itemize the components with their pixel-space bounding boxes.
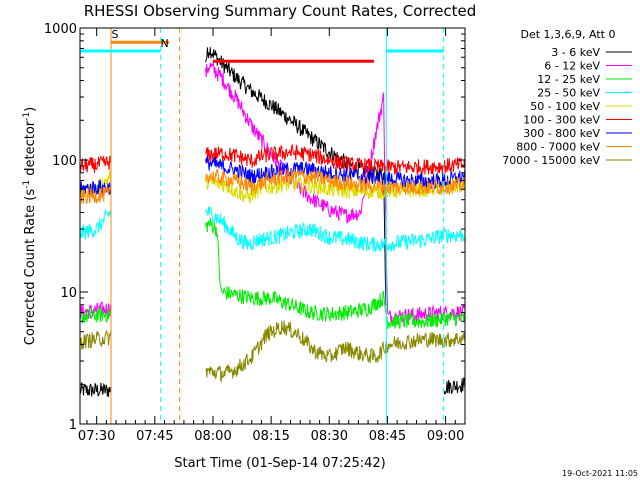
x-tick-label-08:00: 08:00 bbox=[194, 429, 231, 444]
y-axis-label-mid: detector bbox=[23, 120, 38, 180]
legend-label-7000_15000keV: 7000 - 15000 keV bbox=[502, 154, 600, 167]
annotation-label-s: S bbox=[112, 28, 119, 41]
plot-frame bbox=[79, 27, 466, 425]
x-tick-label-07:30: 07:30 bbox=[78, 429, 115, 444]
series-line-7000_15000keV bbox=[79, 320, 466, 383]
x-tick-label-09:00: 09:00 bbox=[427, 429, 464, 444]
y-axis-label-sup2: -1 bbox=[22, 112, 32, 121]
annotation-layer: SN bbox=[80, 28, 445, 424]
legend-label-6_12keV: 6 - 12 keV bbox=[544, 60, 600, 73]
x-tick-label-08:15: 08:15 bbox=[252, 429, 289, 444]
legend-label-12_25keV: 12 - 25 keV bbox=[537, 73, 600, 86]
x-axis-label: Start Time (01-Sep-14 07:25:42) bbox=[174, 456, 385, 471]
y-axis-label-sup1: -1 bbox=[22, 180, 32, 189]
y-tick-label-1: 1 bbox=[69, 418, 77, 433]
data-layer bbox=[79, 47, 466, 397]
y-tick-label-1000: 1000 bbox=[44, 22, 77, 37]
y-axis: 1 10 100 1000 bbox=[44, 22, 465, 433]
legend-label-25_50keV: 25 - 50 keV bbox=[537, 87, 600, 100]
legend-label-800_7000keV: 800 - 7000 keV bbox=[516, 141, 600, 154]
y-axis-label-end: ) bbox=[23, 107, 38, 112]
y-tick-label-10: 10 bbox=[60, 286, 77, 301]
x-tick-label-08:45: 08:45 bbox=[369, 429, 406, 444]
x-axis: 07:30 07:45 08:00 08:15 08:30 08:45 09:00 bbox=[78, 28, 466, 444]
series-line-25_50keV bbox=[79, 206, 466, 253]
timestamp-label: 19-Oct-2021 11:05 bbox=[562, 469, 638, 478]
x-tick-label-07:45: 07:45 bbox=[136, 429, 173, 444]
y-axis-label-main: Corrected Count Rate (s bbox=[23, 189, 38, 346]
y-tick-label-100: 100 bbox=[52, 154, 77, 169]
chart-title: RHESSI Observing Summary Count Rates, Co… bbox=[84, 2, 477, 20]
y-axis-label: Corrected Count Rate (s-1 detector-1) bbox=[22, 107, 38, 345]
legend-label-3_6keV: 3 - 6 keV bbox=[551, 46, 600, 59]
annotation-label-n: N bbox=[161, 37, 169, 50]
series-line-12_25keV bbox=[79, 217, 466, 330]
series-line-6_12keV bbox=[79, 62, 466, 326]
legend-label-300_800keV: 300 - 800 keV bbox=[523, 127, 600, 140]
legend-header: Det 1,3,6,9, Att 0 bbox=[521, 28, 616, 41]
x-tick-label-08:30: 08:30 bbox=[311, 429, 348, 444]
legend-label-50_100keV: 50 - 100 keV bbox=[530, 100, 600, 113]
legend-label-100_300keV: 100 - 300 keV bbox=[523, 114, 600, 127]
series-line-800_7000keV bbox=[79, 168, 466, 204]
